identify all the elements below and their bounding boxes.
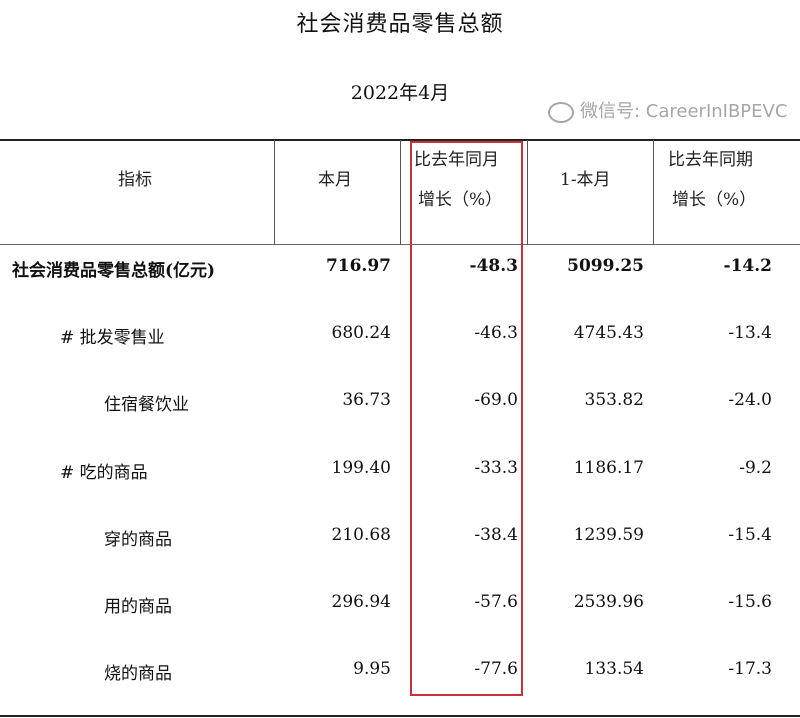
yoy-month-value: -57.6 bbox=[474, 592, 518, 612]
this-month-value: 9.95 bbox=[353, 659, 391, 680]
watermark: 微信号: CareerInIBPEVC bbox=[548, 100, 787, 124]
highlight-box bbox=[410, 141, 523, 696]
column-divider bbox=[274, 140, 275, 245]
row-name: # 批发零售业 bbox=[60, 328, 165, 349]
yoy-month-value: -48.3 bbox=[469, 256, 518, 276]
yoy-period-value: -17.3 bbox=[728, 659, 772, 680]
column-divider bbox=[653, 140, 654, 245]
this-month-value: 36.73 bbox=[342, 390, 391, 411]
yoy-period-value: -15.6 bbox=[728, 592, 772, 612]
ytd-value: 1186.17 bbox=[573, 457, 644, 478]
header-yoy-month-1: 比去年同月 bbox=[414, 150, 499, 170]
ytd-value: 4745.43 bbox=[573, 323, 644, 344]
this-month-value: 296.94 bbox=[331, 592, 391, 612]
page-title: 社会消费品零售总额 bbox=[296, 12, 504, 37]
row-name: 住宿餐饮业 bbox=[104, 395, 189, 416]
page-subtitle: 2022年4月 bbox=[350, 82, 450, 104]
yoy-period-value: -15.4 bbox=[728, 524, 772, 545]
yoy-month-value: -46.3 bbox=[474, 323, 518, 344]
header-yoy-period-2: 增长（%） bbox=[672, 190, 757, 210]
yoy-period-value: -24.0 bbox=[728, 390, 772, 411]
yoy-month-value: -77.6 bbox=[474, 659, 518, 680]
header-yoy-period-1: 比去年同期 bbox=[668, 150, 753, 170]
ytd-value: 5099.25 bbox=[567, 256, 644, 276]
yoy-month-value: -33.3 bbox=[474, 457, 518, 478]
header-ytd: 1-本月 bbox=[560, 170, 611, 190]
header-yoy-month-2: 增长（%） bbox=[418, 190, 503, 210]
row-name: 用的商品 bbox=[104, 597, 172, 617]
ytd-value: 133.54 bbox=[584, 659, 644, 680]
row-name: 社会消费品零售总额(亿元) bbox=[12, 261, 216, 281]
wechat-icon bbox=[548, 101, 574, 123]
row-name: 烧的商品 bbox=[104, 664, 172, 685]
this-month-value: 199.40 bbox=[331, 457, 391, 478]
yoy-period-value: -13.4 bbox=[728, 323, 772, 344]
table-bottom-border bbox=[0, 715, 800, 717]
this-month-value: 680.24 bbox=[331, 323, 391, 344]
column-divider bbox=[400, 140, 401, 245]
row-name: 穿的商品 bbox=[104, 529, 172, 550]
yoy-month-value: -38.4 bbox=[474, 524, 518, 545]
header-indicator: 指标 bbox=[118, 170, 152, 190]
header-this-month: 本月 bbox=[318, 170, 352, 190]
ytd-value: 1239.59 bbox=[573, 524, 644, 545]
this-month-value: 210.68 bbox=[331, 524, 391, 545]
column-divider bbox=[527, 140, 528, 245]
yoy-month-value: -69.0 bbox=[474, 390, 518, 411]
ytd-value: 2539.96 bbox=[573, 592, 644, 612]
yoy-period-value: -9.2 bbox=[739, 457, 772, 478]
ytd-value: 353.82 bbox=[584, 390, 644, 411]
yoy-period-value: -14.2 bbox=[723, 256, 772, 276]
watermark-text: 微信号: CareerInIBPEVC bbox=[580, 101, 788, 122]
row-name: # 吃的商品 bbox=[60, 462, 148, 483]
this-month-value: 716.97 bbox=[325, 256, 391, 276]
